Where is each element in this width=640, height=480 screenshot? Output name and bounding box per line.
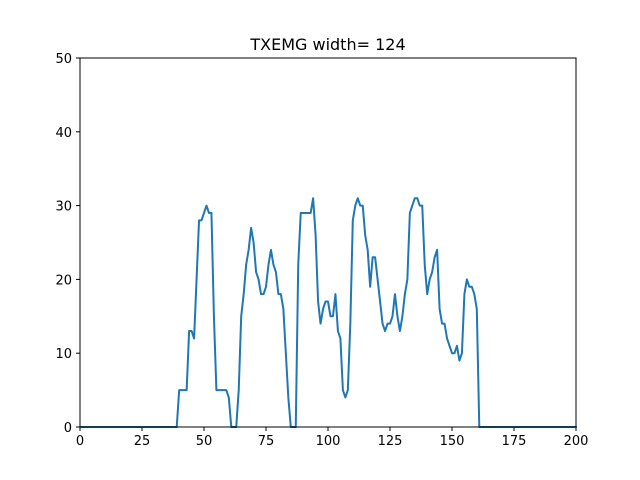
y-tick-label: 10 <box>55 347 72 362</box>
plot-area <box>80 58 576 427</box>
x-tick-label: 200 <box>564 434 589 449</box>
x-axis-ticks: 0 25 50 75 100 125 150 175 200 <box>76 427 589 449</box>
y-tick-label: 0 <box>64 421 72 436</box>
x-tick-label: 50 <box>196 434 213 449</box>
x-tick-label: 125 <box>378 434 403 449</box>
chart-title: TXEMG width= 124 <box>249 35 405 54</box>
y-tick-label: 50 <box>55 52 72 67</box>
y-axis-ticks: 0 10 20 30 40 50 <box>55 52 80 436</box>
y-tick-label: 40 <box>55 126 72 141</box>
x-tick-label: 100 <box>316 434 341 449</box>
x-tick-label: 75 <box>258 434 275 449</box>
x-tick-label: 175 <box>502 434 527 449</box>
plot-frame <box>79 57 577 428</box>
y-tick-label: 20 <box>55 273 72 288</box>
series-line <box>79 197 577 428</box>
x-tick-label: 0 <box>76 434 84 449</box>
x-tick-label: 25 <box>134 434 151 449</box>
y-tick-label: 30 <box>55 200 72 215</box>
x-tick-label: 150 <box>440 434 465 449</box>
